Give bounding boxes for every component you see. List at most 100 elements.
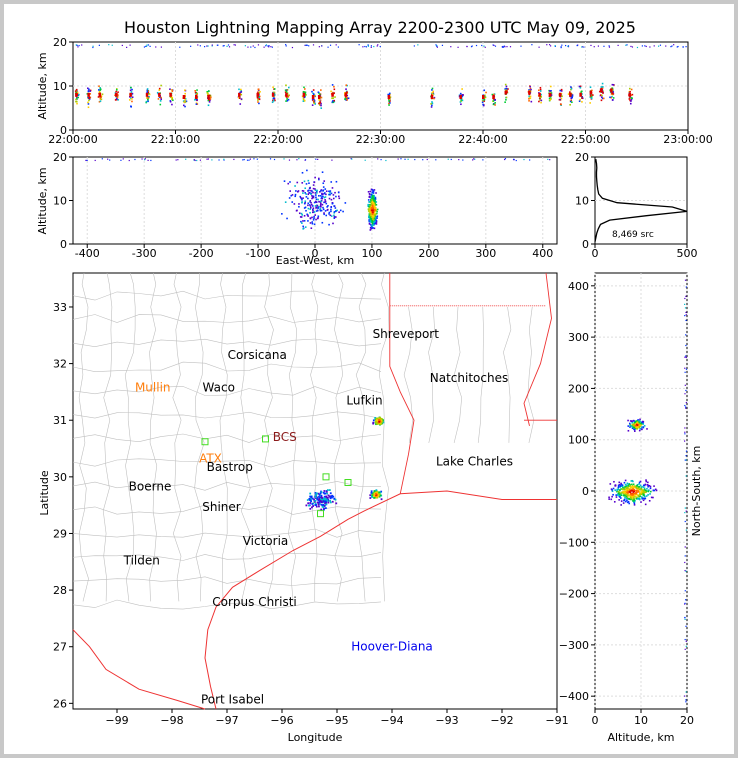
lightning-source [633, 421, 636, 424]
lightning-source [633, 420, 635, 422]
y-tick-label: 32 [53, 358, 67, 371]
lightning-source [633, 504, 636, 506]
lightning-source [431, 93, 433, 96]
noise-point [227, 44, 230, 46]
lightning-source [494, 102, 496, 104]
noise-point [685, 510, 687, 512]
lightning-source [87, 106, 90, 109]
lightning-source [146, 89, 149, 92]
lightning-source [169, 96, 172, 98]
lightning-source [171, 89, 174, 91]
lightning-source [589, 96, 592, 98]
lightning-source [99, 87, 101, 89]
lightning-source [638, 421, 640, 423]
noise-point [206, 45, 208, 47]
lightning-source [344, 202, 347, 204]
lightning-source [323, 505, 326, 508]
lightning-source [318, 495, 320, 498]
lightning-source [308, 497, 311, 500]
noise-point [554, 45, 556, 47]
county-line [72, 458, 382, 468]
noise-point [503, 158, 506, 161]
lightning-source [306, 213, 308, 216]
lightning-source [581, 97, 583, 99]
lightning-source [309, 492, 312, 495]
lightning-source [313, 498, 315, 501]
noise-point [685, 344, 687, 347]
coastline [204, 490, 557, 710]
lightning-source [326, 496, 329, 499]
lightning-source [75, 91, 77, 94]
lightning-source [258, 92, 260, 94]
lightning-source [560, 97, 563, 100]
city-label: Natchitoches [430, 371, 508, 385]
lightning-source [328, 190, 330, 193]
lightning-source [313, 94, 316, 97]
lightning-source [317, 198, 319, 201]
lightning-source [634, 487, 637, 489]
city-label: ATX [199, 452, 222, 466]
flash-core [271, 92, 275, 97]
noise-point [685, 640, 687, 642]
lightning-source [322, 503, 325, 506]
lightning-source [379, 491, 382, 494]
lightning-source [320, 102, 322, 105]
lightning-source [310, 500, 312, 503]
lightning-source [611, 89, 614, 91]
lightning-source [184, 101, 187, 103]
lightning-source [368, 222, 371, 225]
lightning-source [99, 100, 102, 102]
noise-point [567, 45, 569, 47]
city-label: Waco [203, 380, 235, 394]
lightning-source [609, 96, 611, 99]
lightning-source [337, 191, 340, 194]
lightning-source [303, 202, 306, 205]
lightning-source [131, 96, 134, 99]
lightning-source [289, 181, 291, 183]
lightning-source [320, 104, 322, 107]
lightning-source [259, 90, 261, 93]
noise-point [583, 46, 585, 48]
lightning-source [369, 220, 372, 222]
noise-point [315, 158, 317, 160]
lightning-source [578, 85, 581, 88]
lightning-source [645, 479, 647, 481]
lightning-source [376, 417, 378, 420]
lightning-source [313, 215, 315, 218]
noise-point [194, 159, 196, 162]
lightning-source [330, 210, 332, 213]
lightning-source [240, 88, 242, 91]
lightning-source [323, 498, 326, 501]
lightning-source [612, 97, 615, 99]
lightning-source [644, 491, 646, 494]
noise-point [644, 45, 646, 47]
lightning-source [158, 87, 161, 90]
noise-point [367, 44, 369, 46]
lightning-source [370, 492, 373, 494]
lightning-source [372, 194, 375, 197]
lightning-source [643, 484, 646, 487]
lightning-source [494, 104, 496, 106]
lightning-source [374, 216, 377, 219]
lightning-source [626, 492, 629, 494]
noise-point [377, 44, 379, 46]
noise-point [502, 46, 504, 48]
lightning-source [309, 507, 312, 510]
lightning-source [638, 426, 641, 428]
noise-point [400, 158, 402, 160]
lightning-source [505, 87, 508, 90]
lightning-source [311, 90, 313, 93]
lightning-source [195, 102, 198, 104]
lightning-source [528, 98, 530, 100]
lightning-source [373, 227, 376, 230]
county-line [288, 272, 298, 602]
lightning-source [491, 93, 494, 96]
lightning-source [484, 96, 487, 99]
lightning-source [117, 91, 119, 93]
lightning-source [307, 207, 310, 210]
lightning-source [375, 203, 378, 206]
lightning-source [612, 93, 615, 95]
lightning-source [115, 88, 118, 90]
noise-point [684, 356, 686, 358]
noise-point [529, 159, 531, 161]
